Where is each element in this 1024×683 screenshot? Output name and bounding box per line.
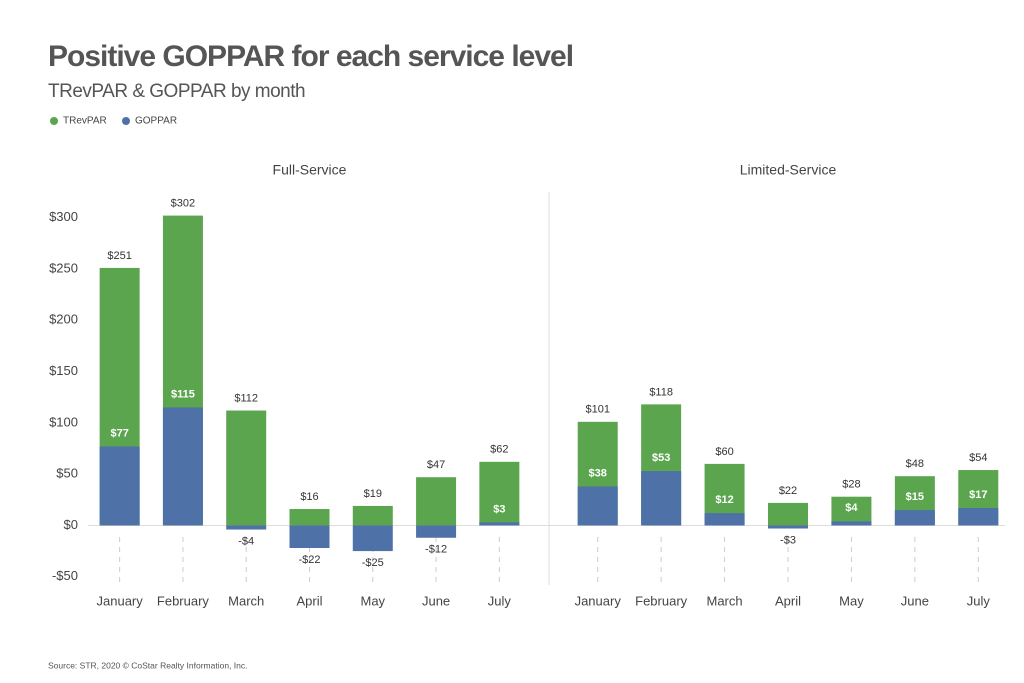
panel-title: Full-Service <box>273 162 347 178</box>
bar <box>479 522 520 526</box>
value-label: $12 <box>715 494 733 506</box>
bar <box>352 525 393 552</box>
x-tick-label: February <box>157 593 210 608</box>
legend-label: TRevPAR <box>63 116 107 127</box>
value-label: $17 <box>969 489 987 501</box>
bar <box>831 496 872 526</box>
bar <box>479 461 520 526</box>
legend-swatch <box>122 117 130 125</box>
value-label: $77 <box>110 427 128 439</box>
bar <box>416 525 457 538</box>
value-label: $54 <box>969 452 987 464</box>
value-label: $47 <box>427 459 445 471</box>
x-tick-label: April <box>296 593 322 608</box>
bar <box>352 505 393 526</box>
chart-title: Positive GOPPAR for each service level <box>48 40 573 73</box>
bar <box>958 508 999 526</box>
x-tick-label: January <box>575 593 622 608</box>
value-label: $101 <box>585 404 609 416</box>
x-tick-label: July <box>488 593 512 608</box>
value-label: $15 <box>906 491 924 503</box>
bar <box>768 525 808 529</box>
value-label: $48 <box>906 458 924 470</box>
bar <box>226 525 267 530</box>
value-label: $22 <box>779 485 797 497</box>
x-tick-label: March <box>707 593 743 608</box>
source: Source: STR, 2020 © CoStar Realty Inform… <box>48 660 248 670</box>
y-tick-label: $200 <box>49 312 78 327</box>
x-tick-label: May <box>361 593 386 608</box>
legend-swatch <box>50 117 58 125</box>
y-tick-label: $50 <box>56 466 78 481</box>
value-label: $28 <box>842 479 860 491</box>
value-label: $3 <box>493 503 505 515</box>
bar <box>577 486 618 526</box>
value-label: $251 <box>107 250 131 262</box>
y-tick-label: $250 <box>49 260 78 275</box>
x-tick-label: June <box>422 593 450 608</box>
value-label: $53 <box>652 452 670 464</box>
value-label: -$25 <box>362 557 384 569</box>
x-tick-label: May <box>839 593 864 608</box>
value-label: -$3 <box>780 534 796 546</box>
value-label: $19 <box>364 488 382 500</box>
value-label: $118 <box>649 386 673 398</box>
bar <box>641 471 682 526</box>
legend-label: GOPPAR <box>135 116 177 127</box>
y-tick-label: $0 <box>64 517 78 532</box>
value-label: $62 <box>490 444 508 456</box>
panel-title: Limited-Service <box>740 162 837 178</box>
y-tick-label: $300 <box>49 209 78 224</box>
x-tick-label: June <box>901 593 929 608</box>
value-label: -$12 <box>425 544 447 556</box>
bar <box>416 477 457 526</box>
value-label: $38 <box>589 467 607 479</box>
value-label: $60 <box>715 446 733 458</box>
x-tick-label: July <box>967 593 991 608</box>
y-tick-label: -$50 <box>52 568 78 583</box>
value-label: $4 <box>845 502 858 514</box>
y-tick-label: $150 <box>49 363 78 378</box>
bar <box>289 509 330 526</box>
value-label: $115 <box>171 388 195 400</box>
bar <box>226 410 267 526</box>
x-tick-label: March <box>228 593 264 608</box>
bar <box>831 521 872 526</box>
value-label: -$22 <box>298 554 320 566</box>
bar <box>704 513 745 526</box>
bar <box>289 525 330 549</box>
bar <box>99 446 140 526</box>
bar <box>768 502 808 526</box>
value-label: $302 <box>171 198 195 210</box>
x-tick-label: February <box>635 593 688 608</box>
x-tick-label: April <box>775 593 801 608</box>
y-tick-label: $100 <box>49 414 78 429</box>
value-label: $112 <box>234 392 258 404</box>
chart-subtitle: TRevPAR & GOPPAR by month <box>48 81 305 102</box>
bar <box>894 510 935 526</box>
x-tick-label: January <box>97 593 144 608</box>
bar <box>162 407 203 526</box>
value-label: -$4 <box>238 535 254 547</box>
value-label: $16 <box>300 491 318 503</box>
